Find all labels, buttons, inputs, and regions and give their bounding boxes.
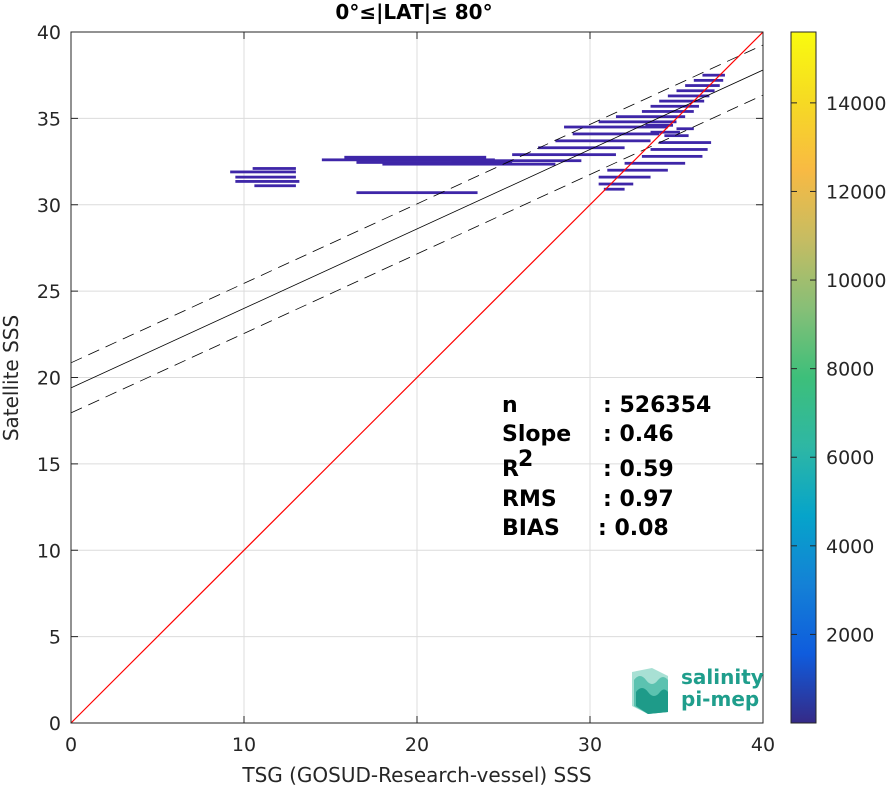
density-point-row [603, 187, 625, 191]
stat-value: : 0.46 [603, 422, 674, 447]
colorbar-tick-label: 8000 [826, 359, 874, 381]
regression-line [70, 69, 764, 389]
y-tick-label: 5 [49, 627, 61, 649]
x-axis-ticks: 0 10 20 30 40 [65, 32, 775, 756]
density-point-row [356, 191, 478, 195]
y-tick-label: 10 [37, 540, 61, 562]
stat-label: RMS [502, 487, 557, 512]
density-point-row [659, 141, 712, 144]
one-to-one-line [70, 31, 764, 724]
logo-text-line2: pi-mep [681, 687, 759, 711]
colorbar-tick-label: 10000 [826, 270, 886, 292]
density-point-row [252, 167, 296, 170]
regression-lower-band [70, 94, 764, 414]
density-points [230, 73, 725, 195]
y-tick-label: 15 [37, 454, 61, 476]
stat-value: : 0.59 [603, 457, 674, 482]
density-point-row [685, 84, 720, 87]
colorbar-tick-label: 2000 [826, 624, 874, 646]
fit-lines [70, 31, 764, 724]
logo-text-line1: salinity [681, 665, 764, 689]
stat-superscript: 2 [518, 447, 533, 472]
density-point-row [676, 89, 715, 93]
density-point-row [702, 73, 725, 77]
density-point-row [676, 127, 694, 131]
x-tick-label: 10 [232, 734, 256, 756]
density-point-row [659, 99, 705, 103]
density-point-row [615, 115, 686, 119]
y-tick-label: 30 [37, 195, 61, 217]
density-point-row [512, 153, 616, 157]
y-tick-label: 35 [37, 108, 61, 130]
density-point-row [451, 159, 582, 163]
y-tick-label: 20 [37, 368, 61, 390]
stats-block: n : 526354 Slope : 0.46 R 2 : 0.59 RMS : 0.97 BIA… [502, 393, 711, 541]
density-point-row [235, 180, 300, 183]
density-point-row [235, 175, 296, 179]
stat-label: Slope [502, 422, 571, 447]
density-point-row [641, 154, 703, 158]
density-point-row [598, 175, 651, 179]
y-axis-label: Satellite SSS [0, 315, 23, 441]
y-tick-label: 40 [37, 22, 61, 44]
density-point-row [624, 161, 686, 165]
density-point-row [254, 184, 296, 188]
colorbar [790, 31, 817, 724]
stat-label: n [502, 393, 518, 418]
density-point-row [650, 148, 708, 151]
density-point-row [572, 132, 660, 136]
chart-title: 0°≤|LAT|≤ 80° [335, 0, 492, 24]
density-point-row [667, 94, 710, 98]
x-tick-label: 40 [751, 734, 775, 756]
density-point-row [382, 162, 556, 166]
density-point-row [650, 104, 699, 108]
logo-waves-icon [632, 668, 668, 714]
density-point-row [555, 139, 651, 143]
regression-upper-band [70, 44, 764, 364]
colorbar-tick-label: 14000 [826, 93, 886, 115]
stat-label: R [502, 457, 519, 482]
y-axis-ticks: 0 5 10 15 20 25 30 35 40 [37, 22, 763, 735]
colorbar-tick-label: 12000 [826, 181, 886, 203]
density-point-row [641, 110, 694, 113]
density-point-row [321, 158, 495, 162]
density-point-row [693, 78, 724, 82]
density-point-row [564, 125, 668, 129]
density-point-row [598, 120, 677, 124]
salinity-pimep-logo: salinity pi-mep [632, 665, 764, 714]
density-point-row [230, 170, 296, 174]
stat-value: : 0.97 [603, 487, 674, 512]
stat-value: : 526354 [603, 393, 711, 418]
density-point-row [356, 161, 513, 164]
density-point-row [344, 155, 487, 159]
density-point-row [598, 182, 634, 186]
colorbar-tick-label: 6000 [826, 447, 874, 469]
x-axis-label: TSG (GOSUD-Research-vessel) SSS [241, 763, 591, 787]
stat-value: : 0.08 [598, 516, 669, 541]
density-point-row [664, 134, 689, 138]
x-tick-label: 0 [65, 734, 77, 756]
stat-label: BIAS [502, 516, 560, 541]
x-tick-label: 30 [578, 734, 602, 756]
density-point-row [650, 130, 680, 134]
x-tick-label: 20 [405, 734, 429, 756]
density-point-row [645, 123, 674, 127]
density-point-row [538, 146, 625, 150]
colorbar-ticks: 2000 4000 6000 8000 10000 12000 14000 [791, 93, 886, 646]
density-point-row [607, 168, 668, 172]
colorbar-tick-label: 4000 [826, 536, 874, 558]
y-tick-label: 25 [37, 281, 61, 303]
y-tick-label: 0 [49, 713, 61, 735]
